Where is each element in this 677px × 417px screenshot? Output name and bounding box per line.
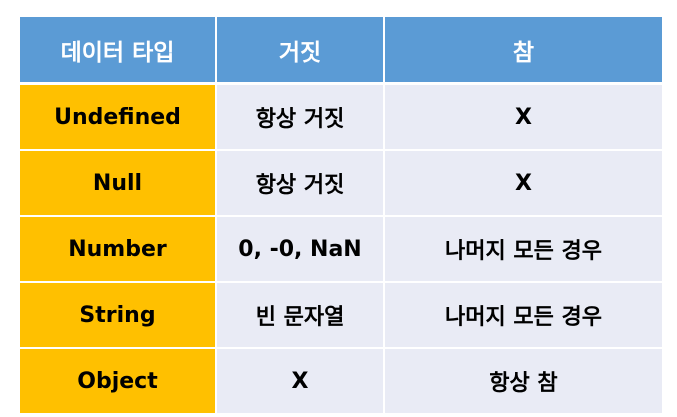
truthy-cell: 항상 참: [384, 348, 662, 413]
table-row-undefined: Undefined 항상 거짓 X: [20, 83, 662, 151]
header-truthy: 참: [384, 17, 662, 85]
header-row: 데이터 타입 거짓 참: [20, 17, 662, 85]
header-data-type: 데이터 타입: [20, 17, 217, 85]
truthy-cell: X: [384, 83, 662, 151]
type-cell: Object: [20, 348, 217, 413]
falsy-cell: X: [216, 348, 385, 413]
falsy-cell: 빈 문자열: [216, 282, 385, 349]
table-row-null: Null 항상 거짓 X: [20, 150, 662, 217]
type-cell: Number: [20, 216, 217, 283]
truthiness-table: 데이터 타입 거짓 참 Undefined 항상 거짓 X Null 항상 거짓…: [20, 17, 662, 413]
falsy-cell: 항상 거짓: [216, 150, 385, 217]
type-cell: Undefined: [20, 83, 217, 151]
header-falsy: 거짓: [216, 17, 385, 85]
falsy-cell: 항상 거짓: [216, 83, 385, 151]
table-row-object: Object X 항상 참: [20, 348, 662, 413]
truthy-cell: 나머지 모든 경우: [384, 216, 662, 283]
falsy-cell: 0, -0, NaN: [216, 216, 385, 283]
type-cell: Null: [20, 150, 217, 217]
table-row-number: Number 0, -0, NaN 나머지 모든 경우: [20, 216, 662, 283]
table-row-string: String 빈 문자열 나머지 모든 경우: [20, 282, 662, 349]
truthy-cell: 나머지 모든 경우: [384, 282, 662, 349]
truthy-cell: X: [384, 150, 662, 217]
type-cell: String: [20, 282, 217, 349]
